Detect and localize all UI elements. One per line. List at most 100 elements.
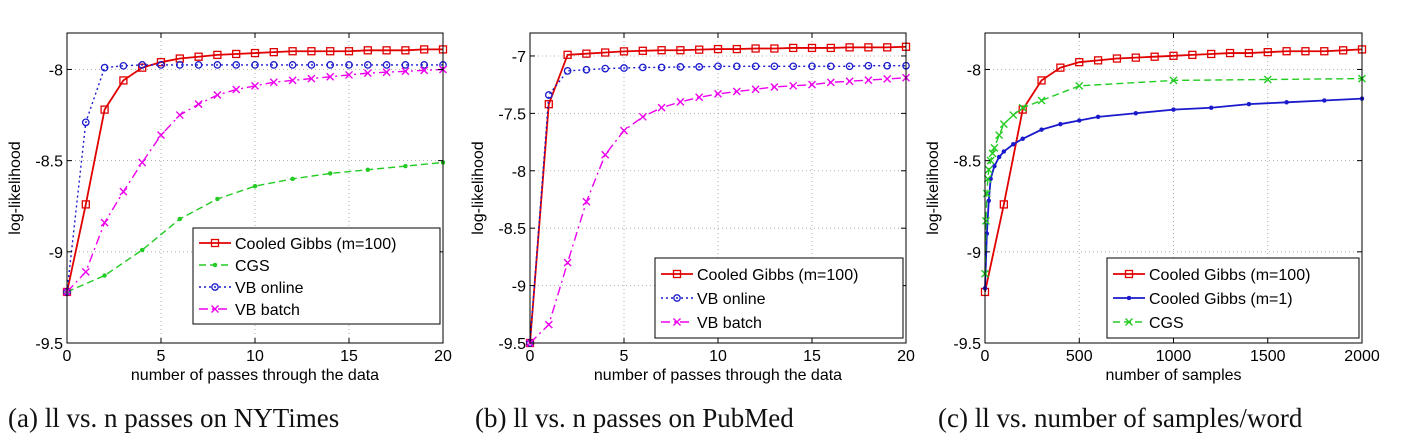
caption-b: (b) ll vs. n passes on PubMed — [475, 403, 794, 433]
data-point — [382, 68, 391, 77]
data-point — [382, 61, 391, 69]
legend-marker — [211, 305, 219, 313]
data-point — [1112, 54, 1122, 63]
data-point — [563, 50, 572, 59]
data-point — [213, 91, 222, 99]
data-point — [638, 112, 647, 121]
data-point — [988, 149, 997, 158]
data-point — [845, 62, 854, 71]
data-point — [826, 43, 835, 53]
data-point — [986, 198, 992, 204]
series-line — [529, 45, 907, 344]
data-point — [808, 80, 816, 89]
data-point — [1169, 51, 1178, 60]
series-line — [984, 48, 1363, 293]
data-point — [732, 62, 741, 71]
data-point — [251, 61, 259, 69]
data-point — [1039, 127, 1044, 132]
legend-label: Cooled Gibbs (m=100) — [235, 236, 396, 253]
data-point — [1171, 107, 1176, 112]
y-tick-label: -7.5 — [498, 106, 526, 123]
data-point — [252, 183, 258, 189]
legend-marker — [673, 318, 681, 326]
data-point — [619, 47, 629, 56]
y-tick-label: -9.5 — [953, 336, 981, 353]
data-point — [307, 47, 316, 56]
data-point — [1282, 47, 1291, 56]
data-point — [826, 78, 835, 87]
x-tick-label: 10 — [709, 348, 727, 365]
data-point — [269, 47, 278, 57]
x-tick-label: 0 — [63, 348, 72, 365]
y-axis-label: log-likelihood — [470, 141, 487, 234]
legend-marker — [1125, 318, 1133, 326]
x-tick-label: 20 — [897, 348, 915, 365]
data-point — [883, 74, 892, 83]
data-point — [657, 63, 666, 72]
data-point — [1131, 53, 1140, 62]
data-point — [365, 167, 371, 173]
caption-c: (c) ll vs. number of samples/word — [938, 403, 1303, 433]
data-point — [81, 267, 90, 276]
legend-label: CGS — [1149, 315, 1184, 332]
data-point — [770, 44, 779, 53]
data-point — [213, 50, 222, 60]
data-point — [326, 47, 335, 56]
data-point — [601, 64, 610, 73]
data-point — [808, 62, 816, 71]
y-tick-label: -8 — [49, 62, 63, 79]
x-tick-label: 1500 — [1250, 348, 1286, 365]
data-point — [732, 87, 741, 96]
data-point — [157, 61, 165, 69]
data-point — [215, 196, 220, 202]
y-tick-label: -8.5 — [953, 154, 981, 171]
data-point — [288, 61, 297, 69]
series-line — [529, 77, 907, 344]
caption-a: (a) ll vs. n passes on NYTimes — [8, 403, 340, 433]
data-point — [826, 62, 835, 71]
series-1 — [64, 160, 446, 295]
y-tick-label: -8.5 — [35, 154, 63, 171]
data-point — [1077, 118, 1082, 123]
data-point — [1056, 63, 1065, 72]
data-point — [119, 61, 128, 70]
data-point — [401, 67, 410, 76]
data-point — [1244, 48, 1254, 58]
data-point — [601, 48, 610, 57]
legend-box — [654, 257, 904, 339]
data-point — [138, 63, 147, 72]
data-point — [789, 81, 798, 90]
data-point — [269, 78, 278, 87]
data-point — [582, 49, 591, 58]
y-axis-label: log-likelihood — [925, 141, 942, 234]
series-line — [66, 48, 443, 293]
data-point — [620, 64, 628, 72]
y-tick-label: -9.5 — [498, 336, 526, 353]
data-point — [232, 85, 241, 94]
data-point — [732, 44, 741, 54]
data-point — [845, 77, 854, 86]
data-point — [326, 72, 335, 81]
data-point — [1018, 105, 1027, 114]
data-point — [138, 158, 147, 167]
data-point — [1263, 75, 1272, 84]
data-point — [102, 273, 107, 278]
data-point — [864, 61, 873, 70]
x-tick-label: 500 — [1066, 348, 1093, 365]
legend-marker — [673, 294, 681, 302]
data-point — [100, 105, 109, 114]
data-point — [138, 61, 147, 69]
data-point — [807, 43, 817, 53]
legend-marker — [211, 283, 219, 291]
data-point — [582, 65, 591, 74]
data-point — [999, 200, 1008, 209]
chart-2: 0 500 1000 1500 2000 -9.5 -9 -8.5 -8 number of sa… — [925, 32, 1380, 384]
series-line — [66, 161, 444, 293]
x-tick-label: 10 — [246, 348, 264, 365]
data-point — [638, 63, 647, 72]
data-point — [1075, 81, 1084, 90]
data-point — [695, 45, 704, 54]
data-point — [345, 61, 353, 69]
data-point — [544, 91, 553, 99]
